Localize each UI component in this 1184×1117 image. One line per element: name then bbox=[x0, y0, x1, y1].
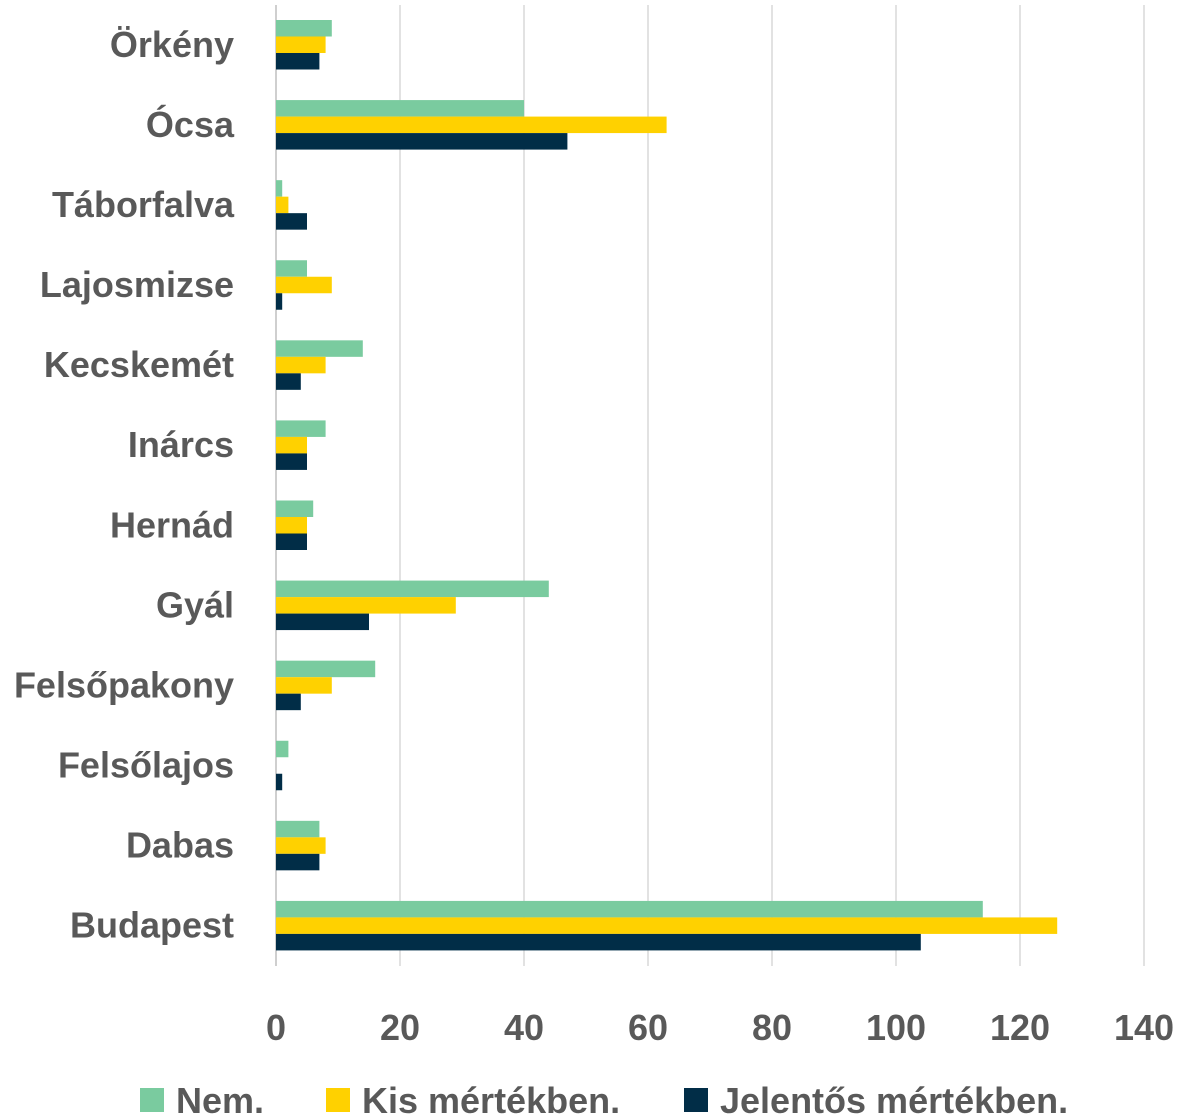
category-label: Hernád bbox=[110, 504, 234, 545]
category-labels: Örkény Ócsa Táborfalva Lajosmizse Kecskemét I… bbox=[14, 24, 235, 946]
x-tick-label: 20 bbox=[380, 1007, 420, 1048]
bar bbox=[276, 597, 456, 614]
category-label: Inárcs bbox=[128, 424, 234, 465]
bar bbox=[276, 373, 301, 390]
category-label: Örkény bbox=[110, 24, 234, 65]
bar bbox=[276, 500, 314, 517]
bar bbox=[276, 116, 667, 134]
bar bbox=[276, 100, 524, 117]
x-tick-label: 60 bbox=[628, 1007, 668, 1048]
bar bbox=[276, 436, 307, 454]
bar bbox=[276, 53, 320, 70]
legend: Nem. Kis mértékben. Jelentős mértékben. bbox=[140, 1080, 1068, 1117]
bar bbox=[276, 917, 1058, 934]
category-label: Felsőlajos bbox=[58, 745, 234, 786]
legend-label: Jelentős mértékben. bbox=[720, 1080, 1068, 1117]
bar bbox=[276, 20, 332, 37]
bar bbox=[276, 453, 307, 470]
bar bbox=[276, 820, 320, 838]
x-tick-label: 120 bbox=[990, 1007, 1050, 1048]
bar bbox=[276, 773, 283, 791]
x-tick-label: 140 bbox=[1114, 1007, 1174, 1048]
bar bbox=[276, 356, 326, 374]
legend-label: Nem. bbox=[176, 1080, 264, 1117]
category-label: Lajosmizse bbox=[40, 264, 234, 305]
x-tick-label: 0 bbox=[266, 1007, 286, 1048]
legend-label: Kis mértékben. bbox=[362, 1080, 620, 1117]
legend-swatch bbox=[326, 1088, 350, 1112]
bar bbox=[276, 933, 921, 951]
bar bbox=[276, 196, 289, 214]
bar bbox=[276, 660, 376, 678]
category-label: Felsőpakony bbox=[14, 664, 234, 705]
bar bbox=[276, 293, 283, 310]
category-label: Dabas bbox=[126, 825, 234, 866]
gridlines bbox=[275, 5, 1145, 966]
category-label: Táborfalva bbox=[52, 184, 235, 225]
bar bbox=[276, 213, 307, 230]
bar bbox=[276, 420, 326, 437]
bar bbox=[276, 260, 307, 277]
x-tick-labels: 0 20 40 60 80 100 120 140 bbox=[266, 1007, 1174, 1048]
bar bbox=[276, 580, 549, 598]
bar bbox=[276, 340, 363, 357]
bar bbox=[276, 276, 332, 294]
bar bbox=[276, 693, 301, 711]
bar bbox=[276, 36, 326, 53]
bar bbox=[276, 740, 289, 758]
bar bbox=[276, 853, 320, 871]
bar bbox=[276, 180, 283, 197]
x-tick-label: 100 bbox=[866, 1007, 926, 1048]
legend-swatch bbox=[140, 1088, 164, 1112]
category-label: Ócsa bbox=[146, 103, 235, 145]
bars bbox=[276, 20, 1058, 951]
bar bbox=[276, 837, 326, 854]
category-label: Kecskemét bbox=[44, 344, 234, 385]
x-tick-label: 40 bbox=[504, 1007, 544, 1048]
x-tick-label: 80 bbox=[752, 1007, 792, 1048]
bar bbox=[276, 533, 307, 550]
category-label: Gyál bbox=[156, 584, 234, 625]
legend-swatch bbox=[684, 1088, 708, 1112]
bar bbox=[276, 517, 307, 534]
bar bbox=[276, 900, 983, 918]
bar bbox=[276, 677, 332, 694]
category-label: Budapest bbox=[70, 905, 234, 946]
bar bbox=[276, 133, 568, 150]
bar bbox=[276, 613, 369, 631]
